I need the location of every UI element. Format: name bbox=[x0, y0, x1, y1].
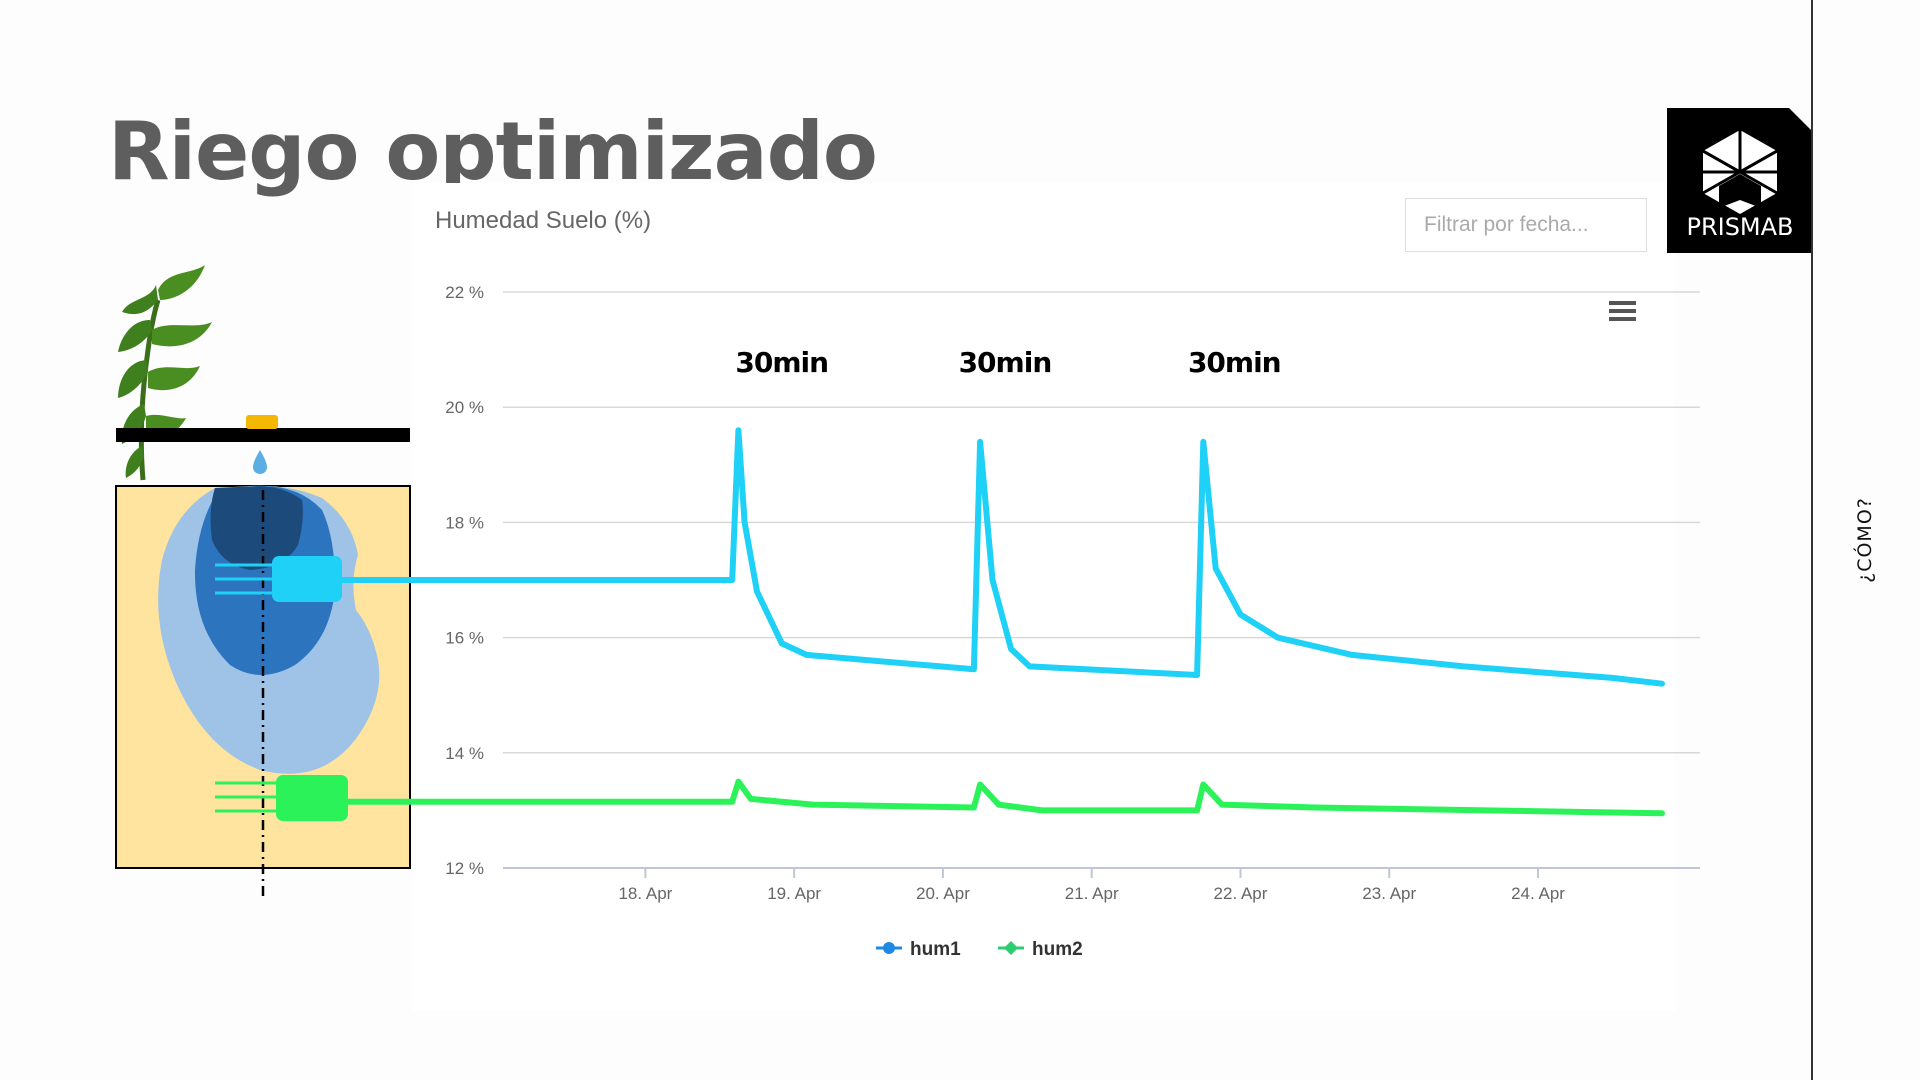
y-tick-label: 18 % bbox=[445, 513, 484, 532]
irrigation-pipe bbox=[116, 428, 410, 442]
legend-label-hum1: hum1 bbox=[910, 939, 961, 960]
annotation-label: 30min bbox=[1188, 346, 1281, 379]
chart-annotations: 30min 30min 30min bbox=[735, 346, 1281, 379]
legend-item-hum1[interactable]: hum1 bbox=[876, 939, 961, 960]
y-tick-label: 16 % bbox=[445, 629, 484, 648]
wet-bulb-inner bbox=[210, 486, 303, 570]
x-tick-label: 18. Apr bbox=[618, 884, 672, 903]
y-tick-label: 14 % bbox=[445, 744, 484, 763]
dripper bbox=[246, 415, 278, 429]
sensor-hum1 bbox=[215, 556, 342, 602]
legend-label-hum2: hum2 bbox=[1032, 939, 1083, 960]
logo-wordmark: PRISMAB bbox=[1686, 213, 1794, 241]
x-tick-label: 24. Apr bbox=[1511, 884, 1565, 903]
chart-gridlines: 12 % 14 % 16 % 18 % 20 % 22 % bbox=[445, 283, 1700, 878]
annotation-label: 30min bbox=[735, 346, 828, 379]
chart-x-axis: 18. Apr 19. Apr 20. Apr 21. Apr 22. Apr 23. A… bbox=[618, 868, 1565, 903]
legend-item-hum2[interactable]: hum2 bbox=[998, 939, 1083, 960]
prismab-logo: PRISMAB bbox=[1667, 108, 1813, 253]
x-tick-label: 21. Apr bbox=[1065, 884, 1119, 903]
y-tick-label: 12 % bbox=[445, 859, 484, 878]
water-drop-icon bbox=[253, 450, 267, 474]
date-filter-input[interactable] bbox=[1405, 198, 1647, 252]
chart-title: Humedad Suelo (%) bbox=[435, 207, 652, 234]
chart-legend: hum1 hum2 bbox=[876, 939, 1083, 960]
series-line-hum2 bbox=[537, 778, 1665, 817]
x-tick-label: 19. Apr bbox=[767, 884, 821, 903]
annotation-label: 30min bbox=[959, 346, 1052, 379]
x-tick-label: 20. Apr bbox=[916, 884, 970, 903]
hamburger-menu-icon[interactable] bbox=[1609, 301, 1636, 321]
y-tick-label: 20 % bbox=[445, 398, 484, 417]
chart-series bbox=[537, 427, 1665, 817]
right-divider bbox=[1811, 0, 1813, 1080]
series-line-hum1 bbox=[537, 427, 1665, 687]
chart-panel bbox=[413, 183, 1675, 1011]
prismab-logo-mark bbox=[1667, 108, 1813, 253]
plant-icon bbox=[118, 265, 212, 481]
slide-title: Riego optimizado bbox=[108, 105, 878, 198]
sensor-connectors bbox=[342, 577, 540, 805]
side-label: ¿CÓMO? bbox=[1854, 497, 1876, 583]
y-tick-label: 22 % bbox=[445, 283, 484, 302]
x-tick-label: 22. Apr bbox=[1214, 884, 1268, 903]
x-tick-label: 23. Apr bbox=[1362, 884, 1416, 903]
sensor-hum2 bbox=[215, 775, 348, 821]
